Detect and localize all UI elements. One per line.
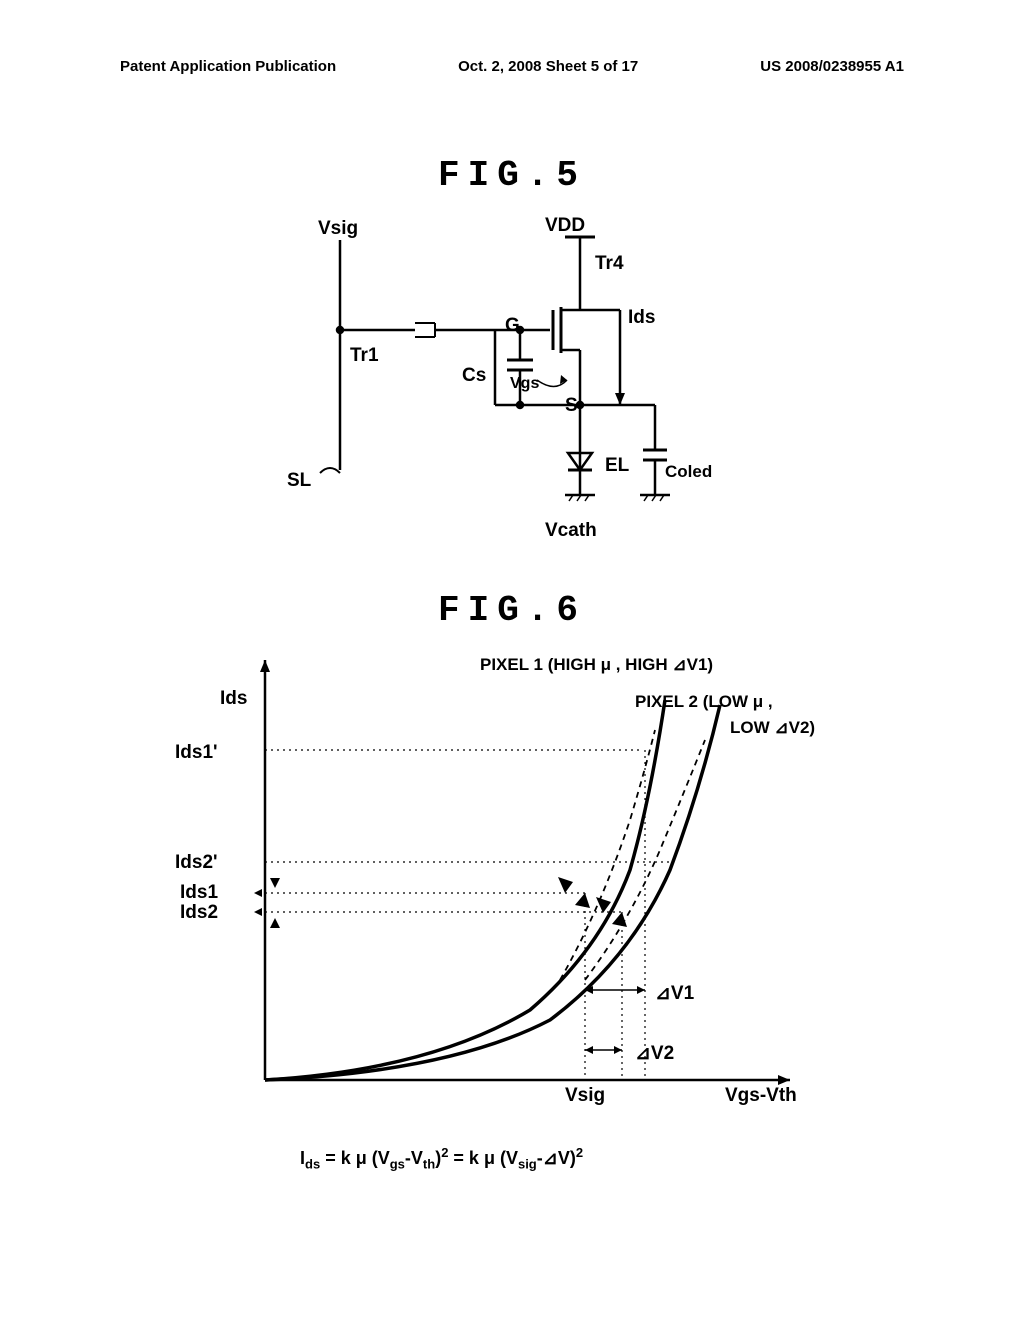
fig5-el: EL	[605, 455, 629, 477]
fig5-g: G	[505, 315, 520, 337]
fig6-pixel1: PIXEL 1 (HIGH μ , HIGH ⊿V1)	[480, 655, 713, 675]
eq-p10: -⊿V)	[537, 1148, 576, 1168]
eq-p8: = k μ (V	[448, 1148, 518, 1168]
fig5-sl: SL	[287, 470, 311, 492]
fig6-dv2: ⊿V2	[635, 1042, 674, 1065]
fig5-tr1: Tr1	[350, 345, 379, 367]
eq-p1: ds	[305, 1157, 320, 1172]
fig6-ids-axis: Ids	[220, 688, 247, 710]
header-right: US 2008/0238955 A1	[760, 58, 904, 75]
fig5-vcath: Vcath	[545, 520, 597, 542]
fig6-pixel2a: PIXEL 2 (LOW μ ,	[635, 692, 773, 712]
eq-p2: = k μ (V	[320, 1148, 390, 1168]
eq-p9: sig	[518, 1157, 537, 1172]
eq-p3: gs	[390, 1157, 405, 1172]
fig5-ids: Ids	[628, 307, 655, 329]
fig6-ids2p: Ids2'	[175, 852, 218, 874]
fig6-vgsvth: Vgs-Vth	[725, 1085, 797, 1107]
fig5-vsig: Vsig	[318, 218, 358, 240]
fig6-ids1: Ids1	[180, 882, 218, 904]
fig6-chart	[230, 650, 810, 1090]
fig5-vgs: Vgs	[510, 375, 539, 393]
fig5-tr4: Tr4	[595, 253, 624, 275]
fig6-dv1: ⊿V1	[655, 982, 694, 1005]
eq-p5: th	[423, 1157, 435, 1172]
fig6-equation: Ids = k μ (Vgs-Vth)2 = k μ (Vsig-⊿V)2	[300, 1145, 583, 1172]
fig6-ids1p: Ids1'	[175, 742, 218, 764]
eq-p11: 2	[576, 1145, 583, 1160]
header-center: Oct. 2, 2008 Sheet 5 of 17	[458, 58, 638, 75]
page-header: Patent Application Publication Oct. 2, 2…	[0, 58, 1024, 75]
fig6-vsig: Vsig	[565, 1085, 605, 1107]
fig5-title: FIG.5	[0, 155, 1024, 196]
fig6-title: FIG.6	[0, 590, 1024, 631]
fig5-coled: Coled	[665, 462, 712, 482]
fig6-pixel2b: LOW ⊿V2)	[730, 718, 815, 738]
fig5-cs: Cs	[462, 365, 486, 387]
header-left: Patent Application Publication	[120, 58, 336, 75]
fig5-s: S	[565, 395, 578, 417]
eq-p4: -V	[405, 1148, 423, 1168]
fig5-vdd: VDD	[545, 215, 585, 237]
fig6-ids2: Ids2	[180, 902, 218, 924]
